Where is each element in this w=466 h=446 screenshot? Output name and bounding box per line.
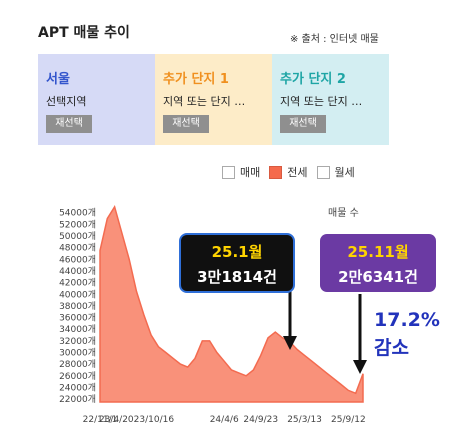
panel-subtitle: 선택지역 (46, 95, 87, 108)
legend-item-jeonse[interactable]: 전세 (269, 164, 308, 180)
selection-panels: 서울 선택지역 재선택 추가 단지 1 지역 또는 단지 … 재선택 추가 단지… (38, 54, 389, 145)
decrease-label: 감소 (374, 337, 409, 359)
y-tick-label: 52000개 (59, 219, 96, 230)
reselect-button[interactable]: 재선택 (163, 115, 209, 133)
legend-item-sale[interactable]: 매매 (222, 164, 260, 180)
y-tick-label: 38000개 (59, 301, 96, 312)
annotation-month: 25.1월 (212, 243, 263, 261)
x-tick-label: 25/3/13 (287, 415, 322, 425)
y-tick-label: 54000개 (59, 208, 96, 219)
x-tick-label: 24/9/23 (243, 415, 278, 425)
checkbox-sale[interactable] (222, 165, 235, 179)
x-tick-label: 25/9/12 (331, 415, 366, 425)
chart-legend: 매매 전세 월세 (222, 164, 364, 180)
y-tick-label: 24000개 (59, 382, 96, 393)
y-axis-title: 매물 수 (328, 207, 359, 219)
x-axis: 22/11/123/4/2023/10/16 24/4/6 24/9/23 25/3/… (83, 415, 366, 425)
panel-seoul[interactable]: 서울 선택지역 재선택 (38, 54, 155, 145)
panel-title: 추가 단지 2 (280, 72, 346, 87)
annotation-count: 2만6341건 (338, 268, 418, 286)
y-tick-label: 30000개 (59, 348, 96, 359)
y-tick-label: 48000개 (59, 243, 96, 254)
y-tick-label: 32000개 (59, 336, 96, 347)
legend-label: 월세 (334, 166, 355, 179)
page-title: APT 매물 추이 (38, 25, 130, 41)
legend-label: 전세 (287, 166, 308, 179)
panel-extra-complex-2[interactable]: 추가 단지 2 지역 또는 단지 … 재선택 (272, 54, 389, 145)
annotation-box-nov: 25.11월 2만6341건 (320, 234, 436, 292)
y-tick-label: 22000개 (59, 394, 96, 405)
source-note: ※ 출처 : 인터넷 매물 (290, 34, 379, 45)
y-tick-label: 36000개 (59, 313, 96, 324)
legend-label: 매매 (240, 166, 261, 179)
panel-subtitle: 지역 또는 단지 … (280, 95, 363, 108)
checkbox-monthly[interactable] (316, 165, 330, 179)
reselect-button[interactable]: 재선택 (280, 115, 326, 133)
y-tick-label: 46000개 (59, 254, 96, 265)
y-tick-label: 26000개 (59, 371, 96, 382)
area-series-jeonse (99, 205, 364, 403)
legend-item-monthly[interactable]: 월세 (316, 164, 355, 180)
listing-chart: 22000개24000개26000개28000개30000개32000개3400… (59, 205, 440, 425)
y-tick-label: 50000개 (59, 231, 96, 242)
annotation-box-jan: 25.1월 3만1814건 (179, 233, 295, 293)
y-tick-label: 40000개 (59, 289, 96, 300)
checkbox-jeonse[interactable] (269, 165, 283, 179)
decrease-percent: 17.2% (374, 309, 440, 331)
panel-title: 서울 (46, 72, 70, 87)
x-tick-label: 23/4/2023/10/16 (99, 415, 174, 425)
x-tick-label: 22/11/1 (83, 415, 118, 425)
panel-subtitle: 지역 또는 단지 … (163, 95, 246, 108)
reselect-button[interactable]: 재선택 (46, 115, 92, 133)
y-axis: 22000개24000개26000개28000개30000개32000개3400… (59, 208, 96, 405)
arrow-2 (353, 294, 367, 374)
y-tick-label: 34000개 (59, 324, 96, 335)
annotation-month: 25.11월 (347, 243, 408, 261)
panel-extra-complex-1[interactable]: 추가 단지 1 지역 또는 단지 … 재선택 (155, 54, 272, 145)
panel-title: 추가 단지 1 (163, 72, 229, 87)
x-tick-label: 24/4/6 (210, 415, 239, 425)
y-tick-label: 42000개 (59, 278, 96, 289)
y-tick-label: 28000개 (59, 359, 96, 370)
annotation-count: 3만1814건 (197, 268, 277, 286)
arrow-1 (283, 288, 297, 350)
y-tick-label: 44000개 (59, 266, 96, 277)
